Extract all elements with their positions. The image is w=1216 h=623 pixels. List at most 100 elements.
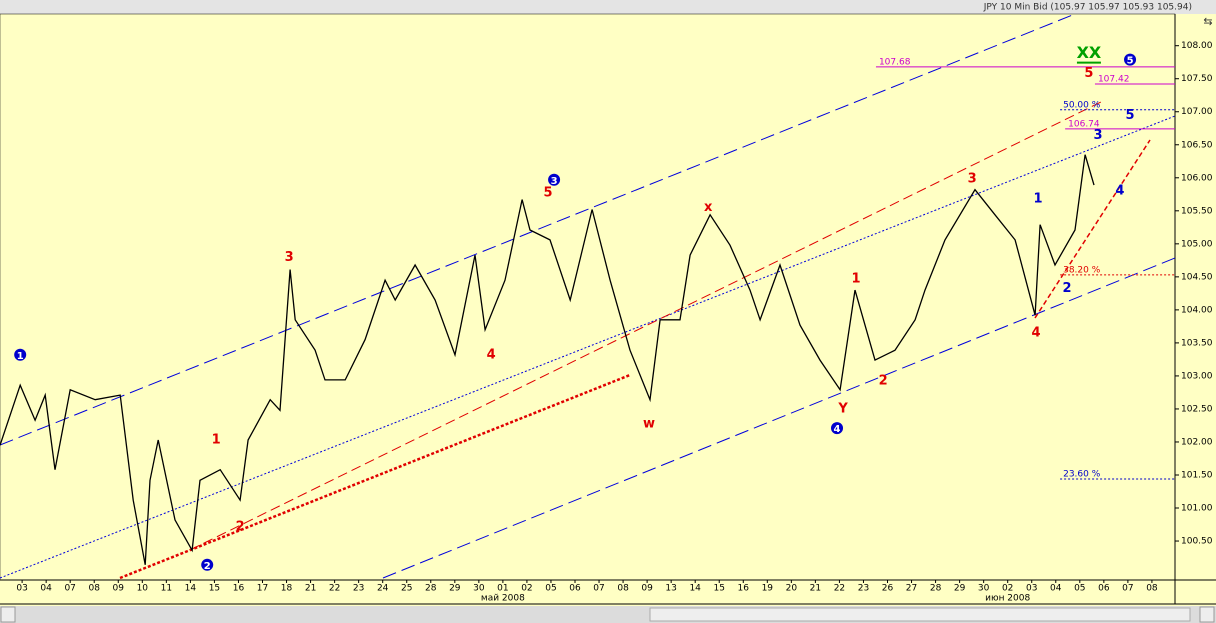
x-tick-label: 08: [617, 584, 629, 594]
x-tick-label: 04: [40, 584, 52, 594]
x-tick-label: 13: [665, 584, 676, 594]
wave-label: 5: [1127, 56, 1134, 67]
x-tick-label: 23: [858, 584, 869, 594]
x-tick-label: 11: [161, 584, 172, 594]
y-tick-label: 101.50: [1181, 470, 1213, 480]
x-tick-label: 06: [1098, 584, 1110, 594]
wave-label: 1: [212, 432, 221, 447]
y-tick-label: 100.50: [1181, 537, 1213, 547]
x-tick-label: 20: [786, 584, 798, 594]
y-tick-label: 103.00: [1181, 371, 1213, 381]
wave-label: 1: [1033, 191, 1042, 206]
scroll-right[interactable]: [1199, 606, 1215, 623]
channel-lines: [0, 13, 1176, 580]
y-axis-panel: [1175, 14, 1216, 604]
wave-label: Y: [837, 401, 848, 416]
y-tick-label: 102.00: [1181, 437, 1213, 447]
wave-label: 5: [1126, 108, 1135, 123]
x-tick-label: 02: [521, 584, 532, 594]
wave-label: 3: [551, 176, 558, 187]
x-tick-label: 19: [762, 584, 774, 594]
chart-title: JPY 10 Min Bid (105.97 105.97 105.93 105…: [983, 3, 1192, 13]
x-tick-label: 07: [593, 584, 604, 594]
plot-area: [0, 13, 1176, 581]
x-tick-label: 24: [377, 584, 389, 594]
wave-circle: [548, 173, 561, 186]
level-label: 38.20 %: [1063, 265, 1101, 275]
x-tick-label: 16: [233, 584, 245, 594]
x-tick-label: 03: [1026, 584, 1037, 594]
x-tick-label: 22: [329, 584, 340, 594]
x-tick-label: 05: [545, 584, 556, 594]
x-tick-label: 27: [906, 584, 917, 594]
wave-label: x: [704, 200, 713, 215]
wave-circle: [201, 558, 214, 571]
wave-label: 2: [236, 520, 245, 535]
header-bar: [0, 0, 1216, 14]
month-label: май 2008: [481, 594, 525, 604]
level-label: 50.00 %: [1063, 100, 1101, 110]
x-tick-label: 14: [689, 584, 701, 594]
level-label: 106.74: [1068, 119, 1100, 129]
x-tick-label: 08: [89, 584, 101, 594]
scroll-left[interactable]: [0, 606, 16, 623]
red-trend-short: [1034, 139, 1151, 319]
x-tick-label: 28: [425, 584, 437, 594]
y-tick-label: 108.00: [1181, 41, 1213, 51]
wave-circle: [831, 422, 844, 435]
wave-label: 1: [17, 351, 24, 362]
settings-icon[interactable]: ⇆: [1203, 15, 1212, 28]
y-tick-label: 102.50: [1181, 404, 1213, 414]
y-tick-label: 106.00: [1181, 173, 1213, 183]
wave-label: 4: [487, 347, 496, 362]
x-tick-label: 21: [810, 584, 821, 594]
wave-label: 4: [1115, 183, 1124, 198]
x-tick-label: 05: [1074, 584, 1085, 594]
wave-label: 5: [1084, 66, 1093, 81]
x-tick-label: 01: [497, 584, 508, 594]
x-tick-label: 09: [641, 584, 653, 594]
wave-label: 2: [204, 561, 211, 572]
wave-circle: [14, 348, 27, 361]
level-label: 107.42: [1098, 75, 1130, 85]
wave-label: 2: [1063, 281, 1072, 296]
x-tick-label: 17: [257, 584, 268, 594]
wave-label: 3: [1094, 128, 1103, 143]
y-tick-label: 103.50: [1181, 338, 1213, 348]
scroll-thumb[interactable]: [649, 607, 1191, 622]
x-tick-label: 30: [473, 584, 485, 594]
x-tick-label: 18: [281, 584, 293, 594]
red-base: [119, 373, 631, 580]
wave-label: 5: [544, 185, 553, 200]
wave-label: 3: [285, 250, 294, 265]
x-tick-label: 30: [978, 584, 990, 594]
x-tick-label: 03: [16, 584, 27, 594]
x-tick-label: 22: [834, 584, 845, 594]
x-tick-label: 08: [1146, 584, 1158, 594]
wave-label: 3: [968, 172, 977, 187]
x-tick-label: 29: [954, 584, 966, 594]
wave-label: 2: [879, 374, 888, 389]
wave-label: XX: [1077, 43, 1102, 62]
x-tick-label: 25: [401, 584, 412, 594]
x-tick-label: 02: [1002, 584, 1013, 594]
level-label: 107.68: [879, 57, 911, 67]
x-tick-label: 21: [305, 584, 316, 594]
channel-middle: [0, 115, 1176, 579]
y-tick-label: 105.50: [1181, 206, 1213, 216]
red-trend: [189, 99, 1106, 551]
level-label: 23.60 %: [1063, 469, 1101, 479]
x-tick-label: 29: [449, 584, 461, 594]
y-tick-label: 105.00: [1181, 239, 1213, 249]
y-tick-label: 107.50: [1181, 74, 1213, 84]
price-line: [0, 154, 1095, 565]
x-tick-label: 07: [1122, 584, 1133, 594]
x-tick-label: 28: [930, 584, 942, 594]
y-tick-label: 107.00: [1181, 107, 1213, 117]
y-tick-label: 104.50: [1181, 272, 1213, 282]
channel-lower: [382, 257, 1176, 579]
x-tick-label: 07: [64, 584, 75, 594]
x-tick-label: 15: [714, 584, 725, 594]
y-tick-label: 104.00: [1181, 305, 1213, 315]
